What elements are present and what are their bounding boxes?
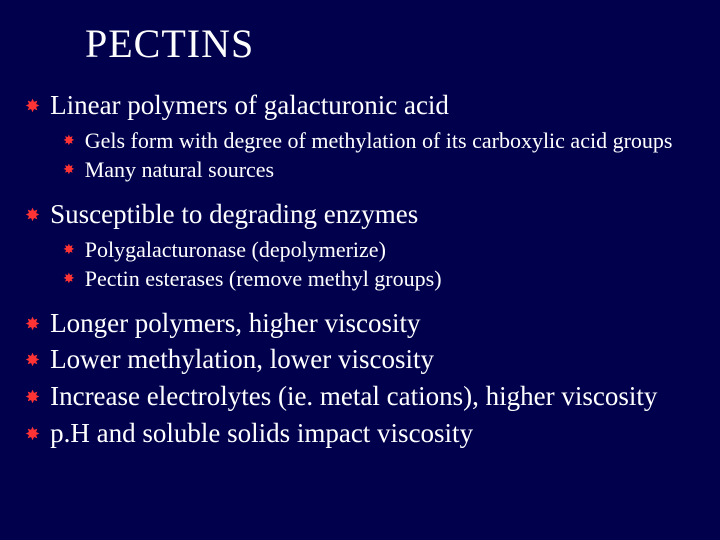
list-item: ✸ Longer polymers, higher viscosity (25, 307, 695, 341)
bullet-icon: ✸ (63, 270, 75, 290)
bullet-icon: ✸ (25, 349, 40, 372)
bullet-icon: ✸ (63, 161, 75, 181)
bullet-icon: ✸ (25, 95, 40, 118)
l1-text: Linear polymers of galacturonic acid (50, 89, 449, 123)
bullet-group-1: ✸ Susceptible to degrading enzymes ✸ Pol… (25, 198, 695, 293)
l2-text: Polygalacturonase (depolymerize) (85, 236, 386, 264)
bullet-icon: ✸ (25, 386, 40, 409)
l2-text: Many natural sources (85, 156, 274, 184)
bullet-icon: ✸ (25, 423, 40, 446)
list-item: ✸ Increase electrolytes (ie. metal catio… (25, 380, 695, 414)
bullet-icon: ✸ (25, 313, 40, 336)
l1-text: Increase electrolytes (ie. metal cations… (50, 380, 657, 414)
bullet-icon: ✸ (63, 241, 75, 261)
l1-text: Lower methylation, lower viscosity (50, 343, 434, 377)
bullet-icon: ✸ (63, 132, 75, 152)
list-item: ✸ Many natural sources (63, 156, 695, 184)
list-item: ✸ Pectin esterases (remove methyl groups… (63, 265, 695, 293)
l1-text: p.H and soluble solids impact viscosity (50, 417, 473, 451)
slide: PECTINS ✸ Linear polymers of galacturoni… (0, 0, 720, 540)
bullet-group-0: ✸ Linear polymers of galacturonic acid ✸… (25, 89, 695, 184)
l2-text: Pectin esterases (remove methyl groups) (85, 265, 442, 293)
list-item: ✸ Linear polymers of galacturonic acid (25, 89, 695, 123)
list-item: ✸ p.H and soluble solids impact viscosit… (25, 417, 695, 451)
list-item: ✸ Gels form with degree of methylation o… (63, 127, 695, 155)
l1-text: Susceptible to degrading enzymes (50, 198, 418, 232)
list-item: ✸ Lower methylation, lower viscosity (25, 343, 695, 377)
l1-text: Longer polymers, higher viscosity (50, 307, 420, 341)
bullet-tail: ✸ Longer polymers, higher viscosity ✸ Lo… (25, 307, 695, 451)
slide-title: PECTINS (85, 20, 695, 67)
bullet-icon: ✸ (25, 204, 40, 227)
l2-text: Gels form with degree of methylation of … (85, 127, 673, 155)
list-item: ✸ Susceptible to degrading enzymes (25, 198, 695, 232)
list-item: ✸ Polygalacturonase (depolymerize) (63, 236, 695, 264)
